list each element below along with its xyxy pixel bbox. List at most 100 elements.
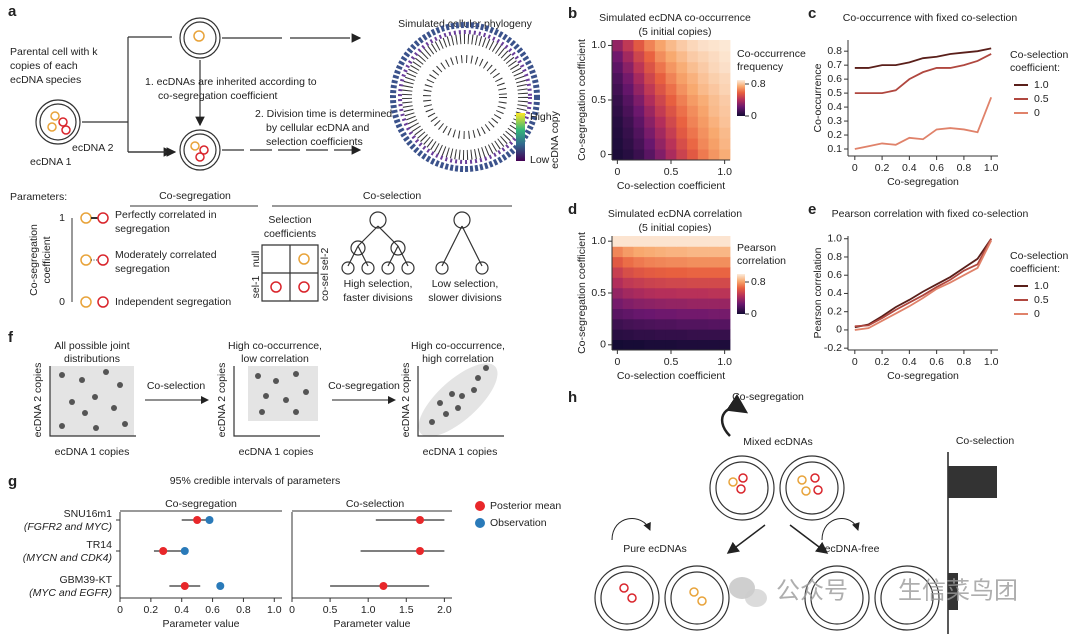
- heatmap-cell: [633, 267, 645, 278]
- y-tick-label: 0.6: [827, 73, 842, 85]
- heatmap-cell: [719, 308, 731, 320]
- ecdna: [298, 281, 310, 293]
- label: Moderately correlated: [115, 249, 217, 261]
- point: [379, 582, 388, 590]
- heatmap-cell: [719, 318, 731, 330]
- heatmap-cell: [644, 149, 656, 161]
- ecdna: [80, 296, 92, 308]
- heatmap-cell: [719, 339, 731, 351]
- heatmap-cell: [687, 318, 699, 330]
- heatmap-cell: [654, 277, 667, 289]
- panel-letters: a b c d e f g h: [8, 3, 816, 490]
- dots: [429, 365, 489, 425]
- heatmap-cell: [708, 236, 720, 247]
- selection-grid: [261, 244, 319, 302]
- heatmap-cell: [612, 277, 624, 289]
- heatmap-cell: [719, 149, 731, 161]
- axis-label: ecDNA 2 copies: [32, 363, 44, 438]
- heatmap-cell: [622, 50, 634, 63]
- label: Co-segregation: [732, 391, 804, 403]
- x-axis-label: Co-selection coefficient: [617, 370, 725, 382]
- label: sel-2: [319, 247, 331, 270]
- heatmap-cell: [665, 105, 677, 117]
- heatmap-cell: [622, 149, 634, 161]
- legend-label: 0: [1034, 107, 1040, 119]
- heatmap-cell: [676, 83, 688, 95]
- heatmap-cell: [612, 267, 624, 278]
- legend-label: 1.0: [1034, 280, 1049, 292]
- ecdna: [190, 141, 200, 151]
- ecdna: [97, 212, 109, 224]
- cell: [35, 99, 81, 145]
- heatmap-cell: [687, 40, 699, 52]
- cell: [880, 571, 934, 625]
- y-tick-label: 1.0: [591, 39, 606, 51]
- category-label: TR14: [86, 539, 112, 551]
- legend-title: coefficient:: [1010, 62, 1060, 74]
- heatmap-cell: [687, 116, 699, 128]
- heatmap-cell: [687, 339, 699, 351]
- ecdna: [97, 254, 109, 266]
- heatmap-cell: [622, 83, 634, 95]
- x-tick-label: 0.5: [664, 166, 679, 178]
- heatmap-cell: [687, 127, 699, 139]
- label: Parental cell with k: [10, 46, 98, 58]
- y-axis-label: Co-segregation coefficient: [576, 39, 588, 161]
- heatmap-cell: [654, 339, 667, 351]
- heatmap-cell: [676, 40, 688, 52]
- axis: [49, 366, 136, 437]
- axis-label: ecDNA 1 copies: [423, 446, 498, 458]
- heatmap-cell: [665, 246, 677, 258]
- chart-title: Co-segregation: [165, 498, 237, 510]
- heatmap-cell: [622, 318, 634, 330]
- cell: [664, 565, 730, 631]
- chart-title: Co-selection: [346, 498, 405, 510]
- heatmap-cell: [654, 138, 667, 150]
- heatmap-cell: [676, 61, 688, 74]
- ecdna: [195, 152, 205, 162]
- category-label: (MYCN and CDK4): [23, 552, 112, 564]
- region: [418, 363, 498, 437]
- label: Mixed ecDNAs: [743, 436, 812, 448]
- title: 95% credible intervals of parameters: [170, 475, 340, 487]
- heatmap-cell: [665, 149, 677, 161]
- x-tick-label: 0.2: [144, 604, 159, 616]
- ecdna: [689, 587, 699, 597]
- colorbar-tick-label: 0: [751, 308, 757, 320]
- x-tick-label: 0.6: [929, 162, 944, 174]
- heatmap-cell: [687, 72, 699, 85]
- cell: [785, 461, 839, 515]
- label: low correlation: [241, 353, 309, 365]
- heatmap-cell: [697, 83, 709, 95]
- heatmap-cell: [665, 50, 677, 63]
- heatmap-cell: [644, 50, 656, 63]
- heatmap-cell: [719, 50, 731, 63]
- heatmap-cell: [676, 105, 688, 117]
- x-tick-label: 1.0: [984, 162, 999, 174]
- point: [159, 547, 168, 555]
- y-axis-label: Pearson correlation: [812, 247, 824, 338]
- heatmap-cell: [708, 329, 720, 341]
- heatmap-cell: [612, 94, 624, 106]
- heatmap-cell: [644, 339, 656, 351]
- series-line: [854, 238, 992, 329]
- ecdna: [298, 253, 310, 265]
- heatmap-cell: [697, 318, 709, 330]
- heatmap-cell: [708, 149, 720, 161]
- heatmap-cell: [708, 94, 720, 106]
- heatmap-cell: [697, 116, 709, 128]
- heatmap-cell: [622, 236, 634, 247]
- y-tick-label: -0.2: [824, 342, 842, 354]
- heatmap-cell: [697, 308, 709, 320]
- heatmap-cell: [697, 339, 709, 351]
- x-tick-label: 1.5: [399, 604, 414, 616]
- label: high correlation: [422, 353, 494, 365]
- heatmap-cell: [687, 246, 699, 258]
- label: 0: [59, 296, 65, 308]
- chart-title: Pearson correlation with fixed co-select…: [832, 208, 1029, 220]
- legend-label: Posterior mean: [490, 500, 561, 512]
- ecdna: [47, 122, 57, 132]
- heatmap-cell: [687, 105, 699, 117]
- heatmap-cell: [676, 339, 688, 351]
- heatmap-cell: [633, 246, 645, 258]
